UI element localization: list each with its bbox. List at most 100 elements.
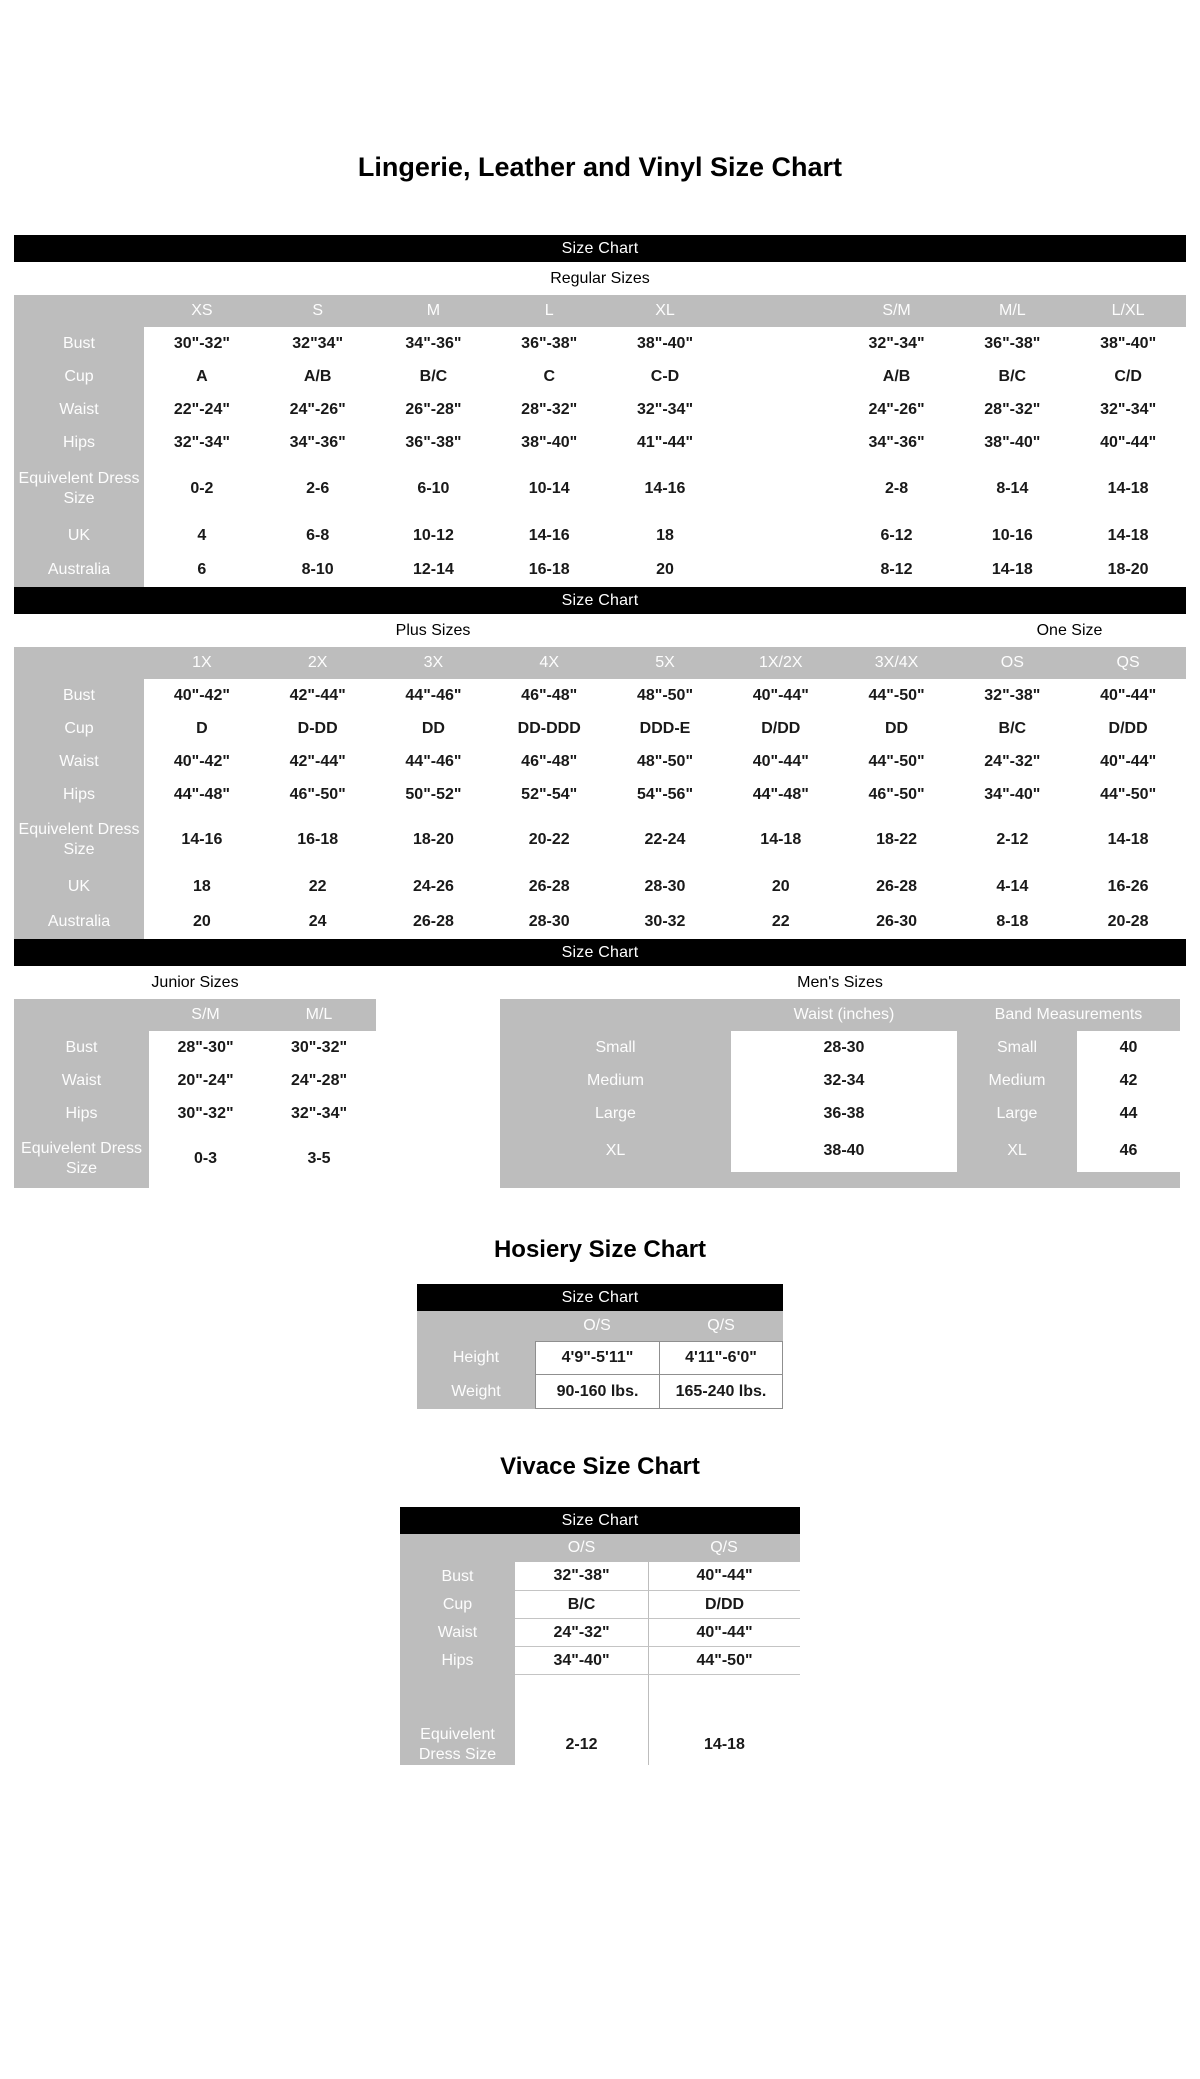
regular-value-cell: 28"-32" [954, 393, 1071, 426]
regular-value-cell: 41"-44" [607, 426, 723, 459]
plus-value-cell: 42"-44" [259, 745, 376, 778]
size-chart-header-bar: Size Chart [400, 1507, 800, 1534]
plus-value-cell: 42"-44" [259, 679, 376, 712]
size-chart-header-bar: Size Chart [417, 1284, 783, 1311]
hosiery-value-cell: 4'11"-6'0" [659, 1341, 783, 1375]
junior-row-label: Equivelent Dress Size [14, 1130, 149, 1188]
plus-value-cell: 50"-52" [375, 778, 492, 811]
mens-band-value: 40 [1077, 1031, 1180, 1064]
plus-value-cell: D/DD [722, 712, 839, 745]
plus-value-cell: DDD-E [607, 712, 723, 745]
regular-value-cell: 10-12 [375, 519, 492, 553]
plus-row-label: Bust [14, 679, 144, 712]
junior-row-label: Waist [14, 1064, 149, 1097]
junior-mens-tables: S/M M/L Bust 28"-30" 30"-32" Waist 20"-24" 24"-… [14, 999, 1186, 1188]
mens-band-header: Band Measurements [994, 1006, 1143, 1023]
vivace-row-label: Equivelent Dress Size [400, 1725, 515, 1765]
vivace-chart-title: Vivace Size Chart [500, 1453, 700, 1480]
mens-sizes-label: Men's Sizes [797, 973, 883, 991]
regular-value-cell: 10-14 [491, 459, 608, 519]
plus-row-label: Cup [14, 712, 144, 745]
plus-corner-cell [14, 647, 144, 679]
regular-column-header: L [491, 295, 608, 327]
mens-waist-header: Waist (inches) [793, 1006, 895, 1023]
plus-value-cell: 20 [144, 905, 260, 939]
plus-value-cell: 24-26 [375, 869, 492, 905]
regular-value-cell: 4 [144, 519, 260, 553]
plus-value-cell: 26-28 [491, 869, 608, 905]
plus-value-cell: 20 [722, 869, 839, 905]
plus-row-label: UK [14, 869, 144, 905]
plus-column-header: QS [1070, 647, 1186, 679]
plus-value-cell: 28-30 [491, 905, 608, 939]
plus-column-header: 1X [144, 647, 260, 679]
regular-column-header: XS [144, 295, 260, 327]
regular-value-cell: 14-16 [607, 459, 723, 519]
plus-value-cell: 46"-48" [491, 679, 608, 712]
mens-sizes-table: Waist (inches) Band Measurements Small 28-3… [500, 999, 1180, 1188]
regular-value-cell: 6 [144, 553, 260, 587]
plus-column-header: 3X [375, 647, 492, 679]
regular-row-label: Australia [14, 553, 144, 587]
plus-value-cell: D/DD [1070, 712, 1186, 745]
hosiery-size-chart: Size Chart O/S Q/S Height 4'9"-5'11" 4'11"-6… [417, 1284, 783, 1409]
plus-value-cell: 4-14 [954, 869, 1071, 905]
vivace-value-cell: 32"-38" [515, 1562, 648, 1591]
plus-value-cell: 44"-48" [722, 778, 839, 811]
regular-value-cell: 34"-36" [838, 426, 955, 459]
plus-value-cell: D-DD [259, 712, 376, 745]
regular-value-cell: 14-18 [1070, 459, 1186, 519]
regular-row-label: Cup [14, 360, 144, 393]
regular-value-cell: 32"-34" [838, 327, 955, 360]
plus-row-label: Waist [14, 745, 144, 778]
junior-value-cell: 32"-34" [262, 1097, 376, 1130]
regular-value-cell: 18-20 [1070, 553, 1186, 587]
regular-value-cell: 8-12 [838, 553, 955, 587]
plus-column-header: 2X [259, 647, 376, 679]
hosiery-table: O/S Q/S Height 4'9"-5'11" 4'11"-6'0" Weight 90… [417, 1311, 783, 1409]
plus-column-header: OS [954, 647, 1071, 679]
regular-value-cell: 24"-26" [259, 393, 376, 426]
regular-corner-cell [14, 295, 144, 327]
regular-value-cell: 8-10 [259, 553, 376, 587]
mens-waist-value: 38-40 [731, 1130, 957, 1172]
plus-value-cell: 22 [722, 905, 839, 939]
regular-column-header: L/XL [1070, 295, 1186, 327]
plus-value-cell: 44"-50" [838, 745, 955, 778]
regular-column-header: S/M [838, 295, 955, 327]
vivace-value-cell: D/DD [648, 1591, 800, 1619]
plus-value-cell: DD [838, 712, 955, 745]
hosiery-value-cell: 4'9"-5'11" [535, 1341, 659, 1375]
regular-value-cell: B/C [375, 360, 492, 393]
regular-value-cell [722, 360, 839, 393]
size-chart-header-bar: Size Chart [14, 235, 1186, 262]
plus-value-cell: DD-DDD [491, 712, 608, 745]
vivace-value-cell: 24"-32" [515, 1619, 648, 1647]
plus-value-cell: 30-32 [607, 905, 723, 939]
plus-value-cell: 54"-56" [607, 778, 723, 811]
regular-value-cell: B/C [954, 360, 1071, 393]
junior-value-cell: 28"-30" [149, 1031, 262, 1064]
regular-value-cell: 30"-32" [144, 327, 260, 360]
lingerie-leather-vinyl-chart: Size Chart Regular Sizes XS S M L XL S/M M/L L/… [14, 235, 1186, 1188]
regular-value-cell: 18 [607, 519, 723, 553]
plus-value-cell: 24"-32" [954, 745, 1071, 778]
regular-value-cell: 32"-34" [144, 426, 260, 459]
plus-value-cell: 14-18 [1070, 811, 1186, 869]
regular-value-cell: A/B [838, 360, 955, 393]
regular-row-label: Hips [14, 426, 144, 459]
junior-value-cell: 3-5 [262, 1130, 376, 1188]
plus-value-cell: 40"-42" [144, 679, 260, 712]
regular-value-cell: 14-18 [1070, 519, 1186, 553]
regular-value-cell: 0-2 [144, 459, 260, 519]
regular-value-cell: 2-6 [259, 459, 376, 519]
regular-value-cell [722, 459, 839, 519]
vivace-value-cell: 44"-50" [648, 1647, 800, 1675]
junior-value-cell: 20"-24" [149, 1064, 262, 1097]
hosiery-row-label: Height [417, 1341, 535, 1375]
mens-waist-value: 32-34 [731, 1064, 957, 1097]
regular-value-cell: 6-12 [838, 519, 955, 553]
plus-value-cell: 24 [259, 905, 376, 939]
plus-sizes-label: Plus Sizes [395, 621, 471, 639]
junior-sizes-label: Junior Sizes [151, 973, 239, 991]
